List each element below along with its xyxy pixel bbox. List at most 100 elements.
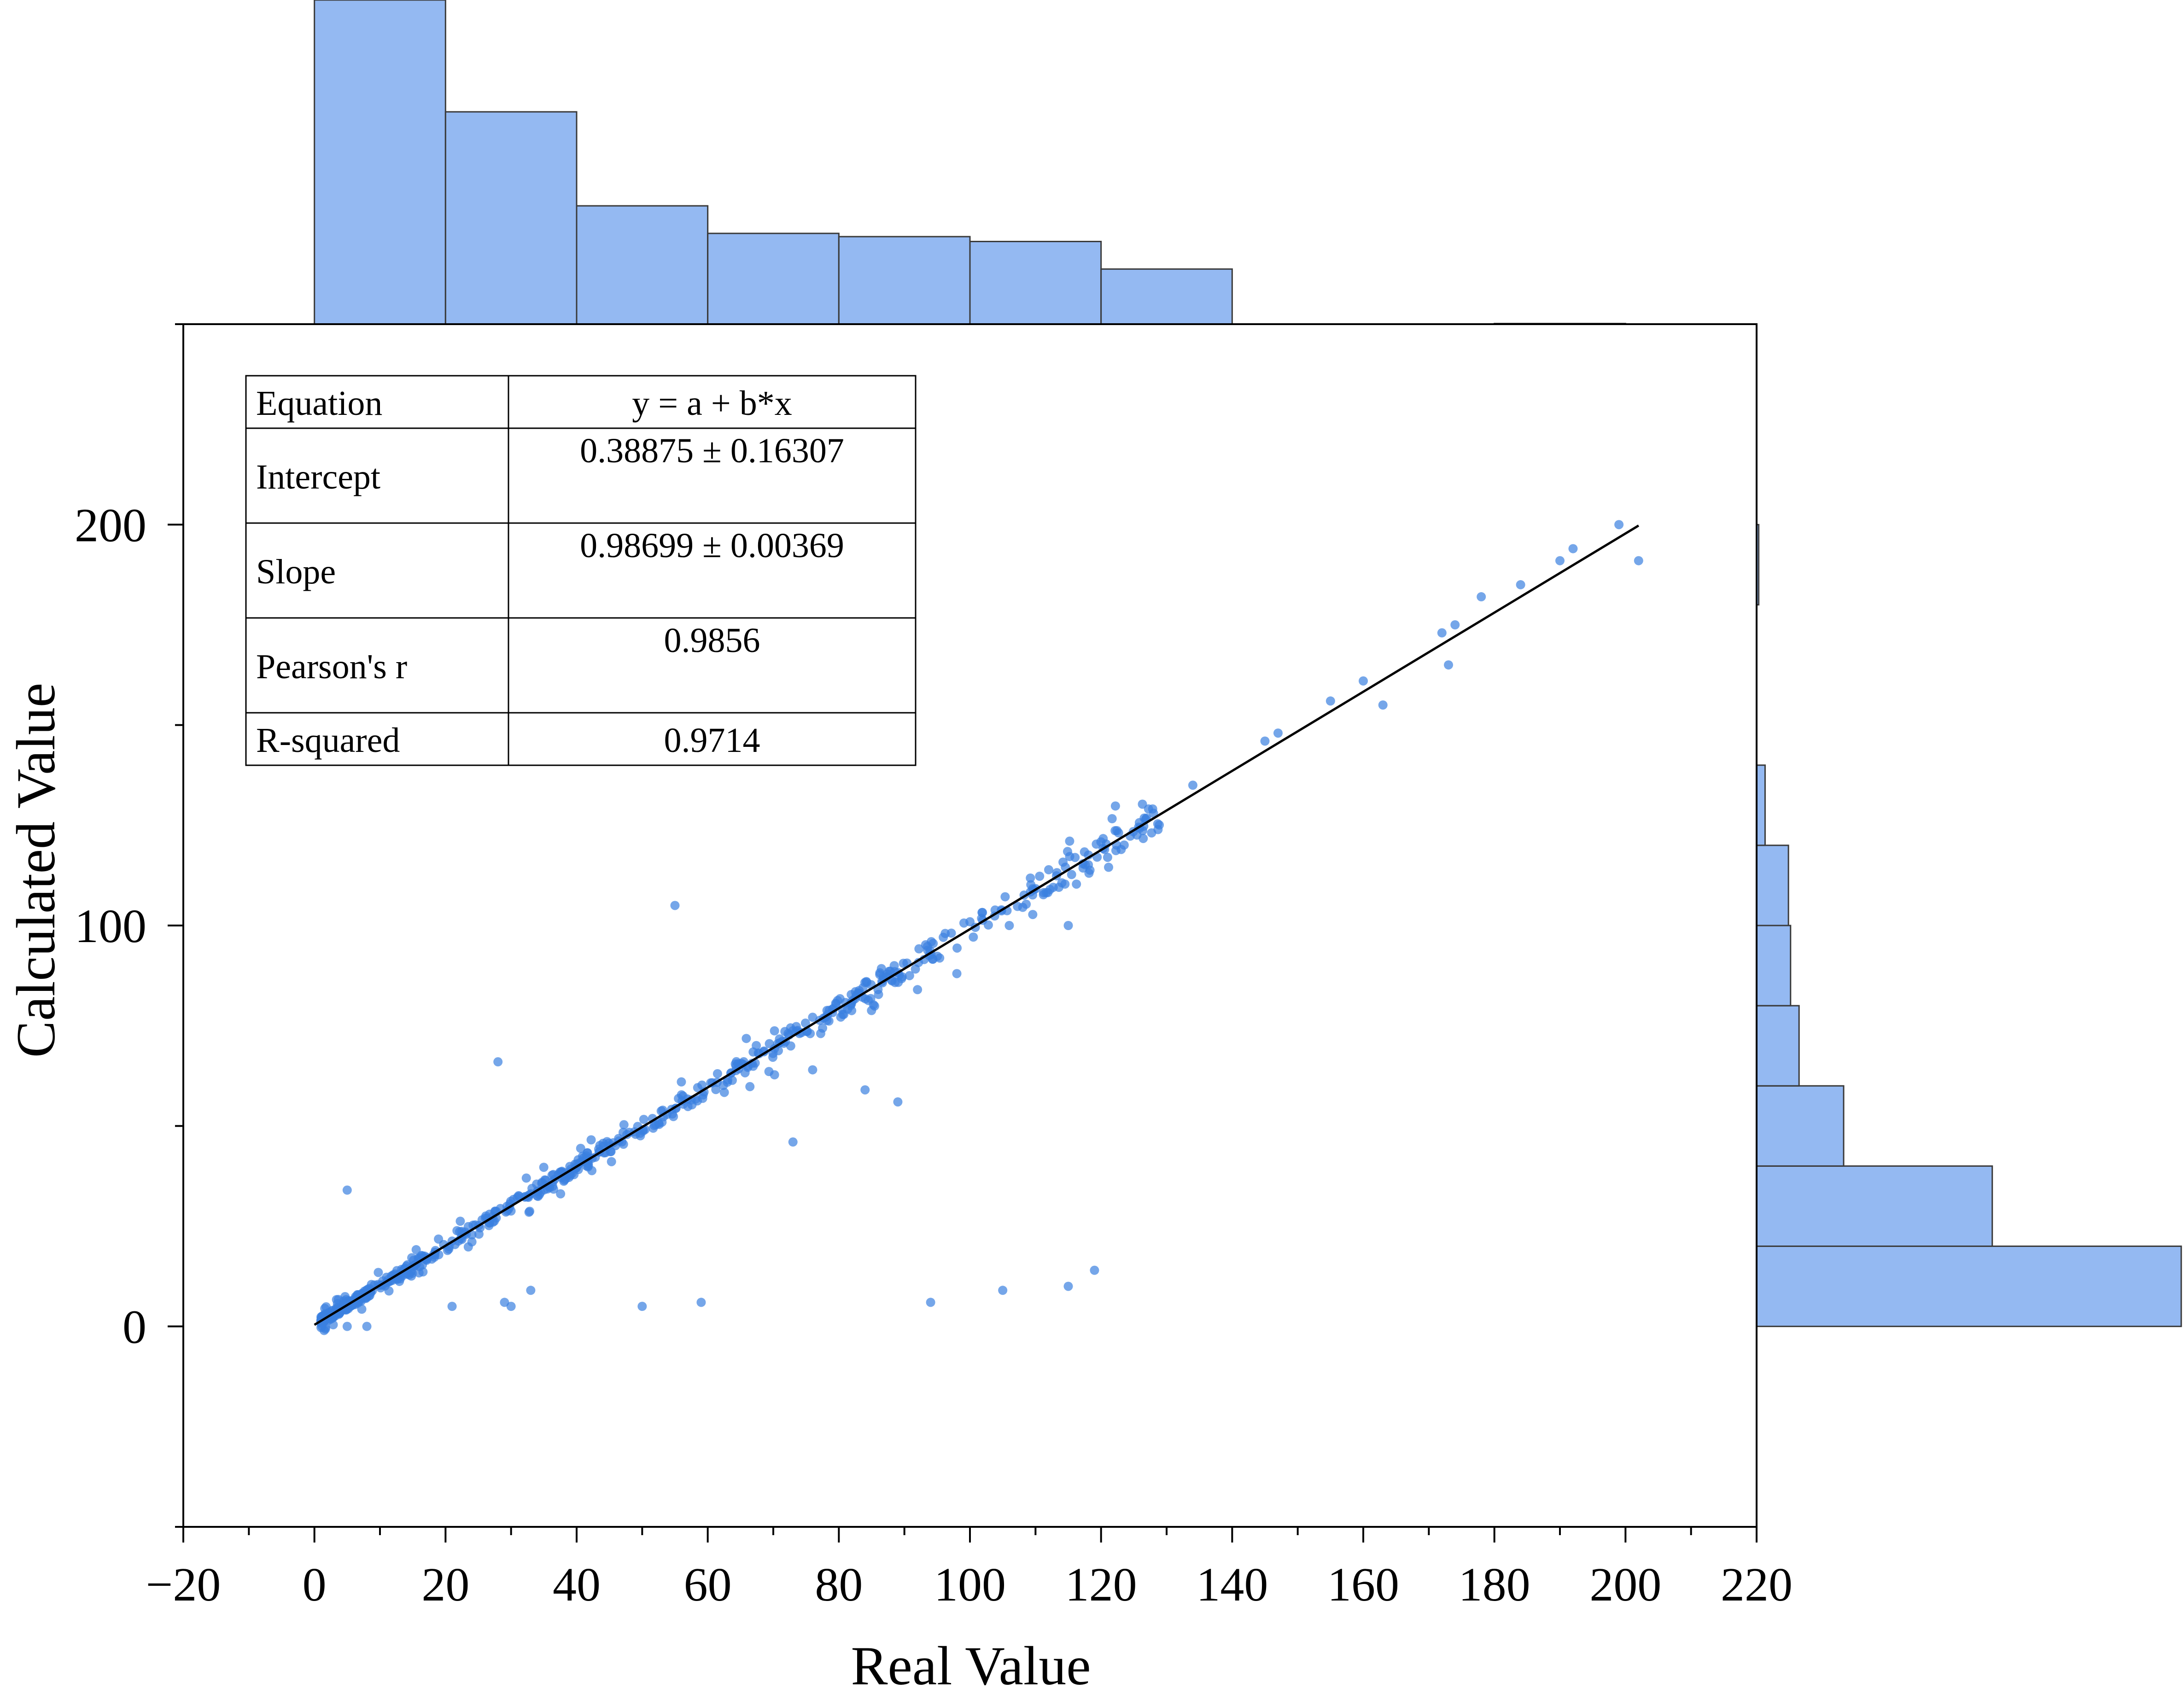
scatter-point: [808, 1013, 818, 1022]
x-tick-label: 0: [303, 1558, 327, 1611]
stats-label-cell: [245, 522, 509, 619]
y-hist-bar: [1756, 1085, 1845, 1167]
scatter-point: [1090, 1265, 1099, 1275]
scatter-point: [696, 1298, 706, 1307]
scatter-point: [998, 1286, 1008, 1295]
scatter-point: [752, 1041, 761, 1050]
scatter-point: [818, 1023, 828, 1033]
scatter-point: [598, 1138, 608, 1148]
scatter-point: [698, 1094, 707, 1103]
scatter-point: [1063, 1281, 1073, 1291]
scatter-point: [1114, 828, 1123, 838]
scatter-point: [897, 972, 907, 982]
scatter-point: [847, 1006, 857, 1015]
scatter-point: [719, 1088, 729, 1097]
scatter-point: [851, 987, 860, 996]
scatter-point: [1138, 826, 1147, 835]
scatter-point: [521, 1173, 531, 1183]
x-hist-bar: [707, 233, 840, 325]
stats-label: Intercept: [256, 458, 380, 496]
x-hist-bar: [969, 240, 1102, 325]
scatter-point: [1477, 592, 1486, 602]
y-tick-label: 0: [123, 1301, 146, 1354]
scatter-point: [342, 1185, 352, 1195]
stats-label: Slope: [256, 553, 336, 591]
scatter-point: [1022, 899, 1031, 909]
stats-label-cell: [245, 712, 509, 766]
scatter-point: [869, 1000, 878, 1010]
scatter-point: [742, 1034, 751, 1043]
scatter-point: [677, 1077, 686, 1087]
scatter-point: [1568, 544, 1578, 553]
scatter-point: [1107, 814, 1117, 824]
scatter-point: [1516, 580, 1525, 589]
x-tick-label: 200: [1589, 1558, 1661, 1611]
x-hist-bar: [444, 111, 578, 325]
scatter-point: [1110, 801, 1120, 811]
scatter-point: [926, 1298, 935, 1307]
stats-value-cell: [508, 617, 917, 714]
x-hist-bar: [838, 236, 971, 325]
scatter-point: [1155, 820, 1164, 830]
scatter-point: [539, 1163, 549, 1172]
scatter-point: [1147, 828, 1156, 838]
scatter-point: [913, 985, 923, 995]
scatter-point: [1092, 839, 1101, 849]
scatter-point: [884, 966, 894, 976]
scatter-point: [740, 1068, 750, 1077]
scatter-point: [833, 996, 842, 1006]
scatter-point: [939, 932, 948, 942]
stats-value: y = a + b*x: [632, 384, 792, 423]
scatter-points: [316, 520, 1643, 1335]
scatter-point: [765, 1039, 774, 1048]
stats-label-cell: [245, 617, 509, 714]
scatter-point: [893, 1097, 903, 1107]
y-marginal-histogram: [1756, 524, 2182, 1327]
stats-label: Pearson's r: [256, 647, 407, 686]
scatter-point: [1450, 620, 1460, 629]
stats-label: R-squared: [256, 721, 400, 760]
scatter-point: [1139, 833, 1148, 843]
y-hist-bar: [1756, 1165, 1993, 1247]
scatter-point: [556, 1189, 566, 1199]
scatter-point: [914, 944, 924, 954]
scatter-point: [1188, 780, 1197, 790]
scatter-point: [639, 1115, 648, 1124]
scatter-point: [1026, 880, 1036, 890]
scatter-point: [687, 1100, 697, 1110]
x-axis-title: Real Value: [851, 1635, 1091, 1694]
scatter-point: [418, 1267, 428, 1277]
scatter-point: [1359, 676, 1368, 686]
stats-value: 0.9714: [664, 721, 760, 760]
scatter-point: [1260, 736, 1270, 746]
scatter-point: [1041, 888, 1051, 897]
scatter-point: [1326, 696, 1335, 706]
scatter-point: [800, 1019, 810, 1028]
scatter-point: [332, 1295, 341, 1304]
stats-label-cell: [245, 427, 509, 524]
scatter-point: [1139, 813, 1149, 823]
scatter-point: [1054, 883, 1064, 892]
scatter-point: [670, 901, 680, 910]
y-axis-ticks: 0 100 200: [75, 323, 183, 1528]
scatter-point: [1555, 556, 1565, 565]
scatter-point: [384, 1286, 394, 1296]
scatter-point: [651, 1120, 660, 1129]
x-tick-label: 80: [815, 1558, 863, 1611]
y-hist-bar: [1756, 1246, 2182, 1327]
x-tick-label: 140: [1196, 1558, 1268, 1611]
scatter-point: [547, 1170, 557, 1180]
scatter-point: [1065, 836, 1074, 846]
scatter-point: [637, 1302, 647, 1311]
scatter-point: [362, 1321, 372, 1331]
stats-value-cell: [508, 712, 917, 766]
scatter-point: [1444, 660, 1454, 670]
scatter-point: [493, 1057, 503, 1067]
scatter-point: [321, 1323, 330, 1333]
scatter-point: [952, 943, 962, 953]
scatter-point: [467, 1237, 477, 1247]
scatter-point: [526, 1286, 536, 1295]
scatter-point: [921, 940, 930, 949]
scatter-point: [455, 1217, 465, 1226]
